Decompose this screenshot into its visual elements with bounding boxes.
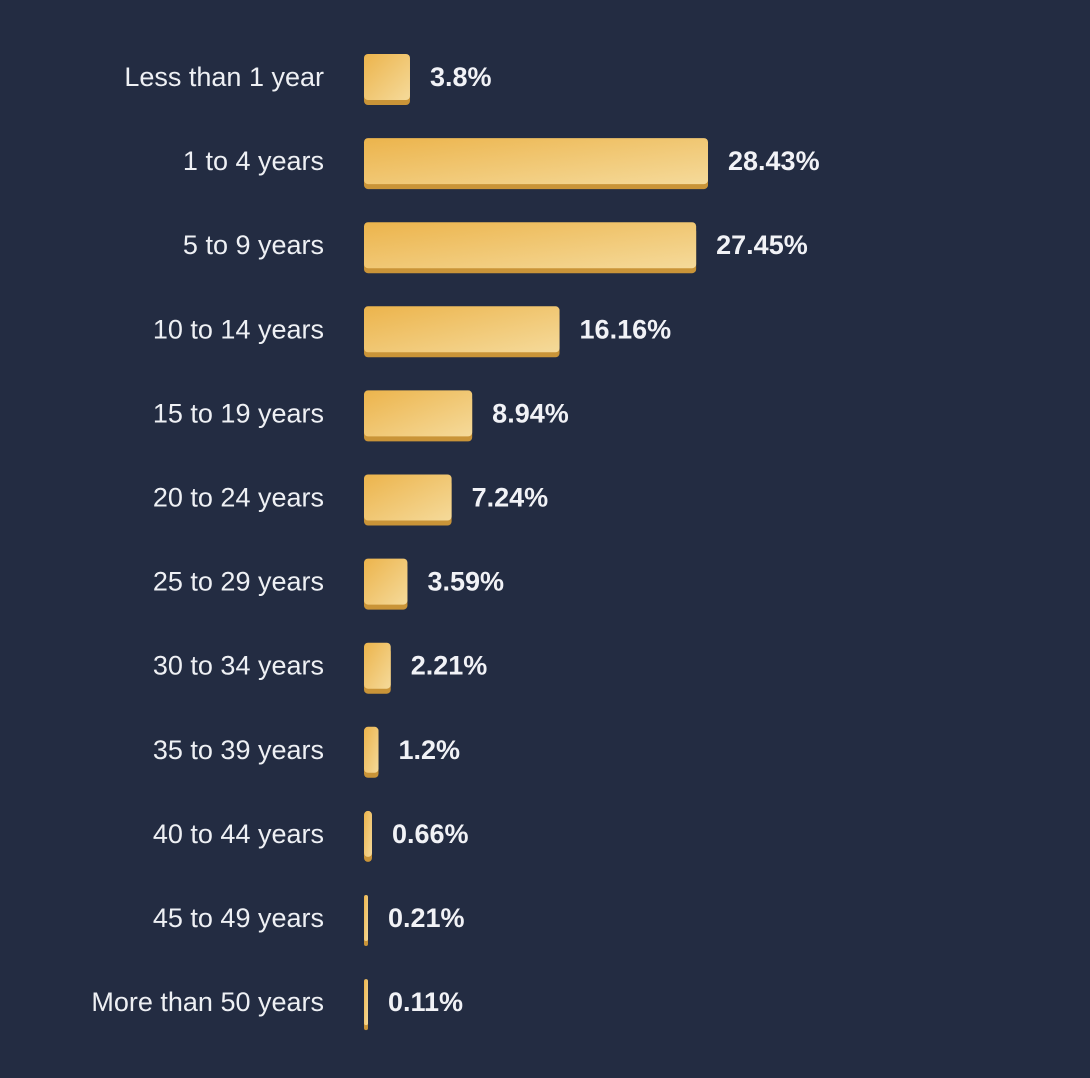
bar-15-to-19-years [364, 390, 473, 437]
value-label-less-than-1-year: 3.8% [430, 62, 492, 92]
value-label-1-to-4-years: 28.43% [728, 146, 820, 176]
bars-group: Less than 1 year 3.8% 1 to 4 years 28.43% 5 … [91, 54, 820, 1031]
category-label-1-to-4-years: 1 to 4 years [183, 146, 324, 176]
category-label-35-to-39-years: 35 to 39 years [153, 735, 324, 765]
bar-40-to-44-years [364, 810, 372, 857]
category-label-5-to-9-years: 5 to 9 years [183, 230, 324, 260]
value-label-45-to-49-years: 0.21% [388, 903, 465, 933]
category-label-30-to-34-years: 30 to 34 years [153, 651, 324, 681]
bar-1-to-4-years [364, 138, 709, 185]
category-label-40-to-44-years: 40 to 44 years [153, 819, 324, 849]
value-label-more-than-50-years: 0.11% [388, 987, 463, 1017]
category-label-15-to-19-years: 15 to 19 years [153, 398, 324, 428]
value-label-5-to-9-years: 27.45% [716, 230, 808, 260]
value-label-25-to-29-years: 3.59% [427, 567, 504, 597]
category-label-more-than-50-years: More than 50 years [91, 987, 324, 1017]
value-label-15-to-19-years: 8.94% [492, 398, 569, 428]
bar-20-to-24-years [364, 474, 452, 521]
bar-30-to-34-years [364, 642, 391, 689]
category-label-10-to-14-years: 10 to 14 years [153, 314, 324, 344]
category-label-less-than-1-year: Less than 1 year [124, 62, 324, 92]
bar-25-to-29-years [364, 558, 408, 605]
value-label-20-to-24-years: 7.24% [472, 483, 549, 513]
bar-10-to-14-years [364, 306, 560, 353]
value-label-40-to-44-years: 0.66% [392, 819, 469, 849]
value-label-35-to-39-years: 1.2% [399, 735, 461, 765]
bar-5-to-9-years [364, 222, 697, 269]
category-label-25-to-29-years: 25 to 29 years [153, 567, 324, 597]
value-label-10-to-14-years: 16.16% [580, 314, 672, 344]
bar-less-than-1-year [364, 54, 410, 100]
category-label-45-to-49-years: 45 to 49 years [153, 903, 324, 933]
value-label-30-to-34-years: 2.21% [411, 651, 488, 681]
category-label-20-to-24-years: 20 to 24 years [153, 483, 324, 513]
bar-more-than-50-years [364, 979, 368, 1026]
bar-45-to-49-years [364, 895, 368, 941]
bar-35-to-39-years [364, 726, 379, 773]
